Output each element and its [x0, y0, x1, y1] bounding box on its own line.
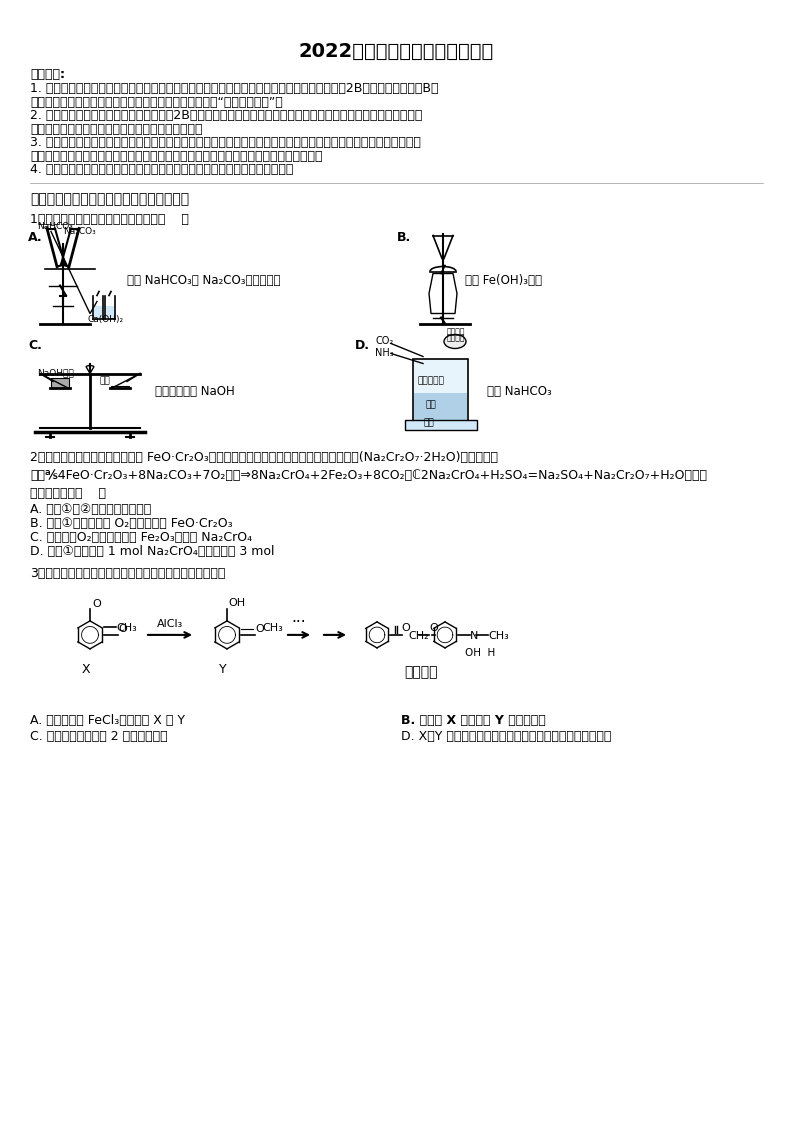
Text: 2022年高二下化学期末模拟试卷: 2022年高二下化学期末模拟试卷 [299, 42, 494, 61]
Text: 验证 NaHCO₃和 Na₂CO₃的热稳定性: 验证 NaHCO₃和 Na₂CO₃的热稳定性 [127, 274, 281, 286]
Text: O: O [429, 623, 438, 633]
Ellipse shape [444, 334, 466, 349]
Text: 说法正确的是（    ）: 说法正确的是（ ） [30, 487, 106, 499]
Text: 应为℁4FeO·Cr₂O₃+8Na₂CO₃+7O₂高温⇒8Na₂CrO₄+2Fe₂O₃+8CO₂，ℂ2Na₂CrO₄+H₂SO₄=Na₂SO₄+Na₂Cr₂O₇: 应为℁4FeO·Cr₂O₃+8Na₂CO₃+7O₂高温⇒8Na₂CrO₄+2Fe… [30, 469, 707, 481]
Bar [94, 305, 102, 318]
Text: 纸片: 纸片 [100, 377, 111, 386]
Text: 2、工业上以铬铁矿（主要成分为 FeO·Cr₂O₃）、碳酸钠、氧气和硫酸为原料生产重铬酸钠(Na₂Cr₂O₇·2H₂O)，其主要反: 2、工业上以铬铁矿（主要成分为 FeO·Cr₂O₃）、碳酸钠、氧气和硫酸为原料生… [30, 451, 498, 463]
Text: ···: ··· [292, 615, 306, 629]
Bar [111, 386, 129, 387]
Text: A. 反应①和②均为氧化还原反应: A. 反应①和②均为氧化还原反应 [30, 503, 151, 515]
Text: 冷水: 冷水 [423, 419, 434, 427]
Text: Ca(OH)₂: Ca(OH)₂ [87, 314, 123, 323]
Text: CH₃: CH₃ [116, 623, 136, 633]
Text: NaHCO₃: NaHCO₃ [37, 221, 73, 230]
Text: OH: OH [228, 598, 245, 608]
Text: CH₂: CH₂ [408, 631, 429, 641]
Text: D.: D. [355, 339, 370, 351]
Text: O: O [118, 624, 127, 634]
Text: B. 反应物 X 与中间体 Y 互为同系物: B. 反应物 X 与中间体 Y 互为同系物 [401, 715, 546, 727]
Text: 一、选择题（每题只有一个选项符合题意）: 一、选择题（每题只有一个选项符合题意） [30, 193, 189, 206]
Text: 划掉原来的答案，然后再写上新答案；不准使用铅笔和涂改液。不按以上要求作答无效。: 划掉原来的答案，然后再写上新答案；不准使用铅笔和涂改液。不按以上要求作答无效。 [30, 149, 323, 163]
Text: 干净后，再选涂其他答案。答案不能答在试题卷上。: 干净后，再选涂其他答案。答案不能答在试题卷上。 [30, 122, 202, 136]
Text: 填涂在答题卡相应位置上。将条形码粘贴在答题卡右上角“条形码粘贴处”。: 填涂在答题卡相应位置上。将条形码粘贴在答题卡右上角“条形码粘贴处”。 [30, 95, 283, 109]
Text: AlCl₃: AlCl₃ [157, 619, 183, 629]
Text: A.: A. [28, 230, 43, 243]
Text: C.: C. [28, 339, 42, 351]
Text: C. 普罗帕酮分子中有 2 个手性碳原子: C. 普罗帕酮分子中有 2 个手性碳原子 [30, 730, 167, 744]
Text: 饱和食盐水: 饱和食盐水 [417, 377, 444, 386]
Text: 3、普罗帕酮为广谱高效抗心律失常药。下列说法正确的是: 3、普罗帕酮为广谱高效抗心律失常药。下列说法正确的是 [30, 567, 225, 579]
Text: 2. 作答选择题时，选出每小题答案后，用2B铅笔把答题卡上对应题目选项的答案信息点涂黑；如需改动，用橡皮擦: 2. 作答选择题时，选出每小题答案后，用2B铅笔把答题卡上对应题目选项的答案信息… [30, 109, 423, 122]
Text: Y: Y [219, 663, 227, 675]
Text: O: O [255, 624, 264, 634]
Text: 1、下列操作或装置能达到实验目的是（    ）: 1、下列操作或装置能达到实验目的是（ ） [30, 212, 189, 226]
FancyBboxPatch shape [405, 420, 477, 430]
Text: C. 高温下，O₂的氧化性强于 Fe₂O₃，弱于 Na₂CrO₄: C. 高温下，O₂的氧化性强于 Fe₂O₃，弱于 Na₂CrO₄ [30, 531, 252, 543]
Text: CH₃: CH₃ [488, 631, 509, 641]
Text: 称取一定量的 NaOH: 称取一定量的 NaOH [155, 385, 235, 397]
Text: 分离 Fe(OH)₃胶体: 分离 Fe(OH)₃胶体 [465, 274, 542, 286]
Text: A. 可用溴水或 FeCl₃溶液鉴别 X 和 Y: A. 可用溴水或 FeCl₃溶液鉴别 X 和 Y [30, 715, 185, 727]
Bar [106, 305, 114, 318]
Text: 普罗帕酮: 普罗帕酮 [404, 665, 438, 679]
Text: X: X [82, 663, 90, 675]
Bar [414, 393, 467, 423]
Bar [51, 377, 69, 387]
Text: 冷水: 冷水 [425, 401, 435, 410]
Text: NaOH固体: NaOH固体 [37, 368, 74, 377]
Text: CO₂: CO₂ [375, 335, 393, 346]
Text: 蘸有浓氨: 蘸有浓氨 [447, 328, 465, 337]
Text: O: O [92, 599, 101, 609]
Text: N: N [470, 631, 478, 641]
Text: 液的棉花: 液的棉花 [447, 333, 465, 342]
Text: NH₃: NH₃ [375, 348, 394, 358]
Text: 3. 非选择题必须用黑色字迹的钢笔或签字笔作答，答案必须写在答题卡各题目指定区域内相应位置上；如需改动，先: 3. 非选择题必须用黑色字迹的钢笔或签字笔作答，答案必须写在答题卡各题目指定区域… [30, 136, 421, 149]
Text: B.: B. [397, 230, 412, 243]
Text: D. X、Y 和普罗帕酮都能发生加成、水解、氧化、消去反应: D. X、Y 和普罗帕酮都能发生加成、水解、氧化、消去反应 [401, 730, 611, 744]
Text: 注意事项:: 注意事项: [30, 68, 65, 81]
Text: CH₃: CH₃ [262, 623, 283, 633]
Text: OH  H: OH H [465, 647, 496, 657]
Text: 1. 答卷前，考生务必将自己的姓名、准考证号、考场号和座位号填写在试题卷和答题卡上。用2B铅笔将试卷类型（B）: 1. 答卷前，考生务必将自己的姓名、准考证号、考场号和座位号填写在试题卷和答题卡… [30, 82, 439, 95]
Text: 制取 NaHCO₃: 制取 NaHCO₃ [487, 385, 552, 397]
Text: Na₂CO₃: Na₂CO₃ [63, 227, 96, 236]
Text: O: O [401, 623, 410, 633]
Text: 4. 考生必须保证答题卡的整洁。考试结束后，请将本试卷和答题卡一并交回。: 4. 考生必须保证答题卡的整洁。考试结束后，请将本试卷和答题卡一并交回。 [30, 163, 293, 176]
FancyBboxPatch shape [413, 359, 468, 423]
Text: B. 反应①的氧化剂是 O₂，还原剂是 FeO·Cr₂O₃: B. 反应①的氧化剂是 O₂，还原剂是 FeO·Cr₂O₃ [30, 516, 232, 530]
Text: D. 反应①中每生成 1 mol Na₂CrO₄时转移电子 3 mol: D. 反应①中每生成 1 mol Na₂CrO₄时转移电子 3 mol [30, 544, 274, 558]
